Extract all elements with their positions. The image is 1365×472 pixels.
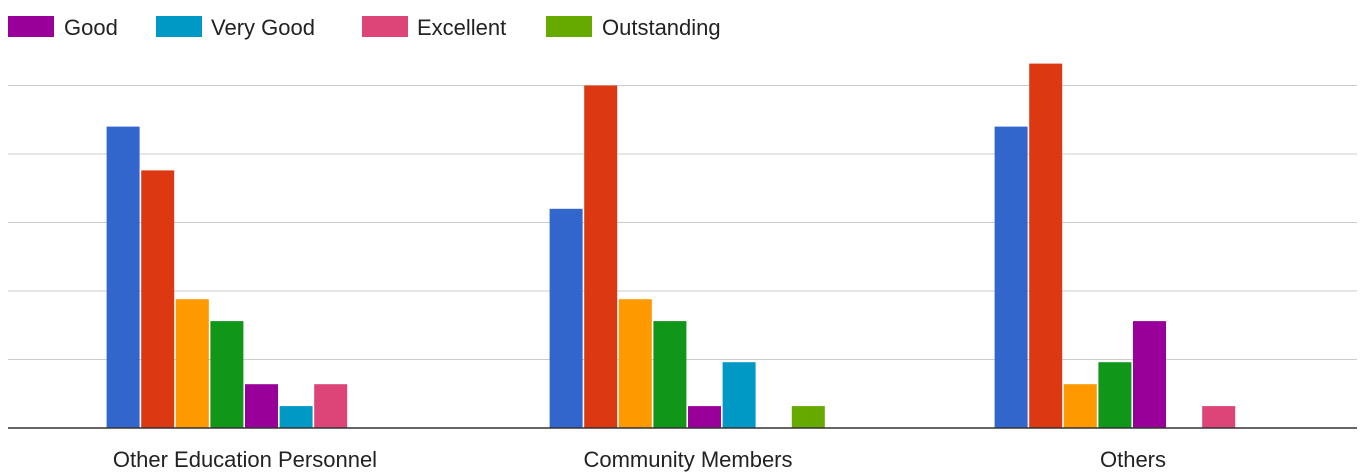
legend-label-outstanding: Outstanding: [602, 15, 721, 40]
legend-label-excellent: Excellent: [417, 15, 506, 40]
legend: Good Very Good Excellent Outstanding: [8, 15, 721, 40]
category-labels: Other Education Personnel Community Memb…: [113, 447, 1166, 472]
bar: [791, 406, 825, 428]
bar: [722, 362, 756, 428]
bar: [245, 384, 278, 428]
bar: [279, 406, 313, 428]
category-label: Community Members: [583, 447, 792, 472]
legend-swatch-good: [8, 16, 54, 37]
legend-swatch-excellent: [362, 16, 408, 37]
bar: [1029, 63, 1063, 428]
bar: [618, 299, 652, 428]
legend-swatch-very-good: [156, 16, 202, 37]
bar: [688, 406, 721, 428]
bar: [314, 384, 348, 428]
category-label: Others: [1100, 447, 1166, 472]
bar: [106, 126, 140, 428]
bars: [106, 63, 1236, 428]
bar: [1202, 406, 1236, 428]
bar: [653, 321, 687, 428]
gridlines: [8, 85, 1357, 360]
bar: [549, 208, 583, 428]
bar: [210, 321, 244, 428]
legend-label-very-good: Very Good: [211, 15, 315, 40]
category-label: Other Education Personnel: [113, 447, 377, 472]
legend-swatch-outstanding: [546, 16, 592, 37]
bar: [1133, 321, 1166, 428]
bar: [994, 126, 1028, 428]
bar: [141, 170, 175, 428]
bar: [1063, 384, 1097, 428]
legend-label-good: Good: [64, 15, 118, 40]
bar: [1098, 362, 1132, 428]
bar: [175, 299, 209, 428]
bar: [584, 85, 618, 428]
